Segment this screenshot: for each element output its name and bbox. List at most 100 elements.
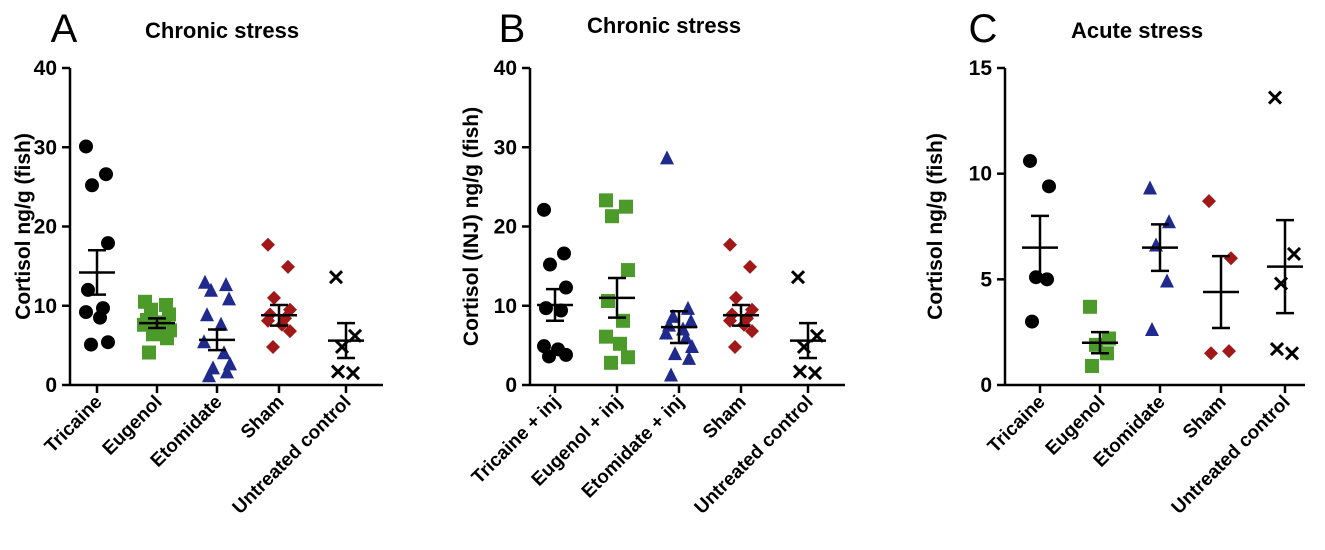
data-point xyxy=(283,324,297,339)
chart-title: Chronic stress xyxy=(587,13,741,38)
data-point xyxy=(79,139,93,154)
data-point xyxy=(554,303,568,318)
data-point xyxy=(1267,90,1283,105)
chart-panel-a: A Chronic stress 0 10 20 30 40 Cortisol ng/g (f… xyxy=(12,7,383,519)
x-tick-label: Tricaine xyxy=(984,392,1050,458)
x-tick-label: Tricaine xyxy=(41,392,107,458)
data-point xyxy=(328,270,344,285)
data-point xyxy=(330,364,346,379)
data-point xyxy=(202,368,216,383)
series-etomidate-inj xyxy=(659,150,699,382)
series-etomidate xyxy=(197,274,237,383)
data-point xyxy=(1023,153,1037,168)
series-eugenol xyxy=(1082,299,1118,373)
data-point xyxy=(79,305,93,320)
data-point xyxy=(1085,358,1099,373)
data-point xyxy=(281,259,295,274)
y-tick-label: 20 xyxy=(494,216,517,239)
data-point xyxy=(1143,180,1157,195)
y-tick-label: 0 xyxy=(45,374,57,397)
series-untreated-control xyxy=(1267,90,1303,361)
chart-panel-b: B Chronic stress 0 10 20 30 40 Cortisol (INJ) n… xyxy=(460,7,845,519)
data-point xyxy=(197,334,211,349)
data-point xyxy=(723,313,737,328)
data-point xyxy=(1083,299,1097,314)
series-tricaine xyxy=(1022,153,1058,329)
data-point xyxy=(682,350,696,365)
data-point xyxy=(601,293,615,308)
data-point xyxy=(681,300,695,315)
x-tick-label: Untreated control xyxy=(691,392,818,519)
series-tricaine-inj xyxy=(537,202,573,364)
y-tick-label: 15 xyxy=(969,57,993,80)
data-point xyxy=(220,364,234,379)
x-tick-label: Sham xyxy=(1179,392,1230,443)
data-point xyxy=(542,349,556,364)
data-point xyxy=(559,280,573,295)
x-tick-label: Sham xyxy=(237,392,288,443)
data-point xyxy=(345,366,361,381)
data-point xyxy=(217,345,231,360)
data-point xyxy=(200,307,214,322)
panel-letter: A xyxy=(51,7,78,51)
data-point xyxy=(729,290,743,305)
data-point xyxy=(599,193,613,208)
data-point xyxy=(668,346,682,361)
data-point xyxy=(85,178,99,193)
panel-letter: B xyxy=(499,7,526,51)
data-point xyxy=(1269,342,1285,357)
data-point xyxy=(685,338,699,353)
data-point xyxy=(599,329,613,344)
data-point xyxy=(93,310,107,325)
data-point xyxy=(261,237,275,252)
y-tick-label: 0 xyxy=(505,374,517,397)
series-untreated-control xyxy=(790,270,826,381)
series-eugenol-inj xyxy=(599,193,635,370)
data-point xyxy=(267,290,281,305)
data-point xyxy=(261,313,275,328)
data-point xyxy=(204,282,218,297)
data-point xyxy=(1204,346,1218,361)
data-point xyxy=(1222,344,1236,359)
series-tricaine xyxy=(79,139,115,352)
data-point xyxy=(214,316,228,331)
data-point xyxy=(81,282,95,297)
chart-panel-c: C Acute stress 0 5 10 15 Cortisol ng/g (fish) T… xyxy=(924,7,1305,519)
data-point xyxy=(619,199,633,214)
series-etomidate xyxy=(1142,180,1178,337)
data-point xyxy=(745,324,759,339)
data-point xyxy=(743,259,757,274)
data-point xyxy=(101,335,115,350)
x-tick-label: Sham xyxy=(699,392,750,443)
data-point xyxy=(160,331,174,346)
data-point xyxy=(1286,246,1302,262)
data-point xyxy=(219,277,233,292)
panel-letter: C xyxy=(969,7,998,51)
data-point xyxy=(539,301,553,316)
data-point xyxy=(604,355,618,370)
y-axis-label: Cortisol ng/g (fish) xyxy=(12,133,35,320)
data-point xyxy=(266,339,280,354)
chart-title: Chronic stress xyxy=(145,18,299,43)
data-point xyxy=(1160,273,1174,288)
series-eugenol xyxy=(137,294,177,360)
data-point xyxy=(664,367,678,382)
series-sham xyxy=(1202,194,1239,361)
x-tick-label: Untreated control xyxy=(1168,392,1295,519)
data-point xyxy=(790,270,806,285)
y-tick-label: 10 xyxy=(34,295,57,318)
data-point xyxy=(723,237,737,252)
data-point xyxy=(198,274,212,289)
data-point xyxy=(84,337,98,352)
data-point xyxy=(1202,194,1216,209)
data-point xyxy=(1025,314,1039,329)
data-point xyxy=(679,330,693,345)
data-point xyxy=(684,313,698,328)
data-point xyxy=(222,291,236,306)
y-tick-label: 0 xyxy=(980,374,992,397)
data-point xyxy=(660,150,674,165)
data-point xyxy=(659,325,673,340)
y-axis-label: Cortisol ng/g (fish) xyxy=(924,133,947,320)
y-tick-label: 20 xyxy=(34,216,57,239)
series-untreated-control xyxy=(328,270,364,381)
